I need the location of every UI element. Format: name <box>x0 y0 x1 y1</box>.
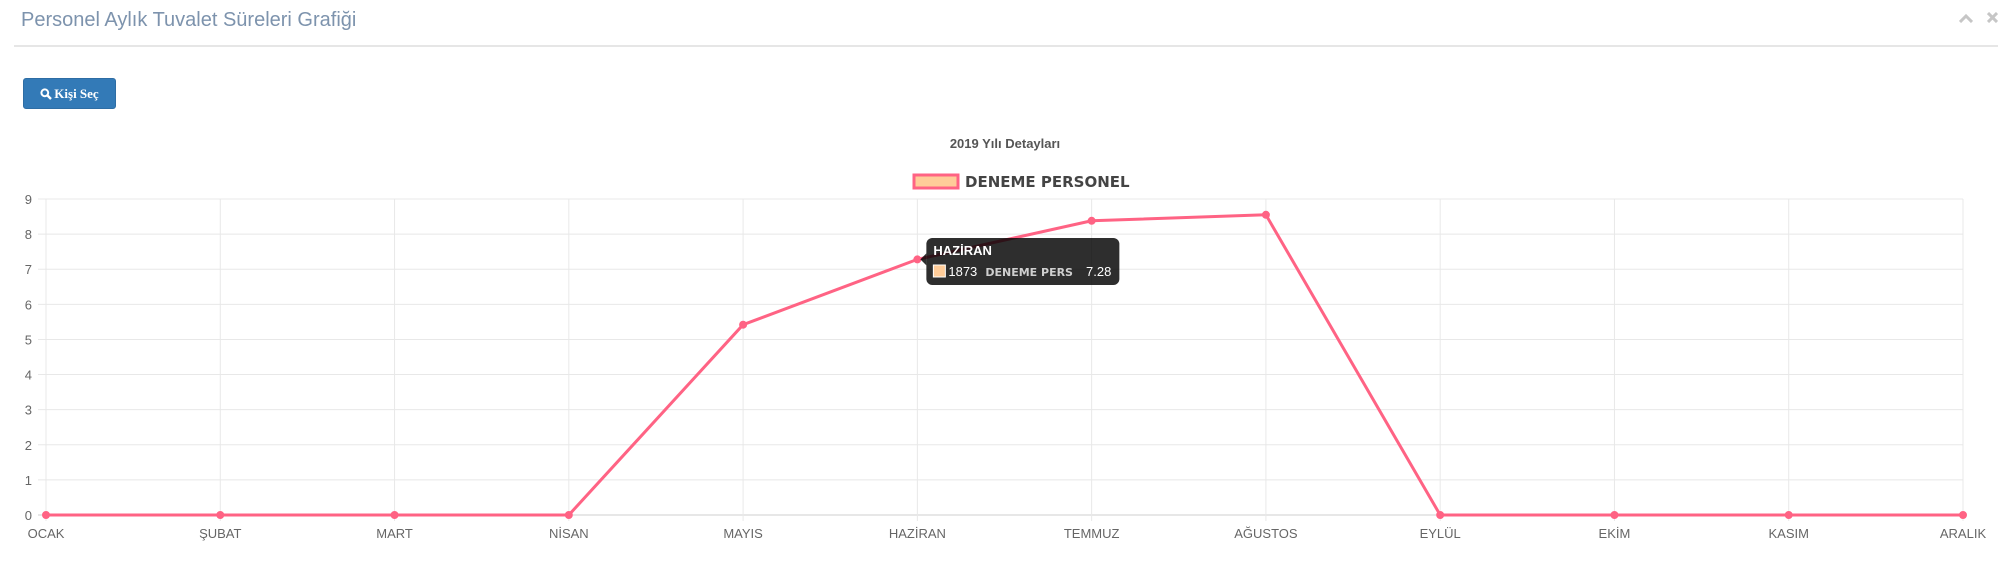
data-point <box>913 255 922 264</box>
select-person-label: Kişi Seç <box>54 85 99 101</box>
data-point <box>739 320 748 329</box>
data-point <box>1087 216 1096 225</box>
tooltip-title: HAZİRAN <box>933 243 992 258</box>
x-tick-label: TEMMUZ <box>1064 526 1120 541</box>
chevron-up-icon[interactable] <box>1958 10 1973 28</box>
search-icon <box>40 87 53 100</box>
legend-label: DENEME PERSONEL <box>965 173 1130 191</box>
tooltip-caret <box>920 253 927 266</box>
x-tick-label: NİSAN <box>549 526 589 541</box>
data-point <box>42 511 50 519</box>
panel-title: Personel Aylık Tuvalet Süreleri Grafiği <box>21 9 357 31</box>
chart-title: 2019 Yılı Detayları <box>950 136 1060 151</box>
data-point <box>1610 511 1619 519</box>
x-tick-label: EKİM <box>1599 526 1631 541</box>
tooltip-swatch <box>932 264 946 278</box>
panel-header: Personel Aylık Tuvalet Süreleri Grafiği <box>14 0 1999 47</box>
y-tick-label: 2 <box>25 438 32 453</box>
data-point <box>1436 511 1445 519</box>
panel-tools <box>1949 10 1999 28</box>
y-tick-label: 5 <box>25 332 32 347</box>
tooltip-id: 1873 <box>948 264 977 279</box>
data-point <box>564 511 573 519</box>
x-tick-label: HAZİRAN <box>889 526 946 541</box>
y-tick-label: 6 <box>25 297 32 312</box>
legend-swatch <box>912 173 960 190</box>
y-tick-label: 0 <box>25 508 32 523</box>
y-tick-label: 1 <box>25 473 32 488</box>
x-tick-label: ŞUBAT <box>199 526 241 541</box>
close-icon[interactable] <box>1986 10 1999 28</box>
x-tick-label: KASIM <box>1768 526 1808 541</box>
tooltip-box <box>926 238 1120 285</box>
x-tick-label: MAYIS <box>723 526 763 541</box>
select-person-button[interactable]: Kişi Seç <box>23 78 116 109</box>
y-tick-label: 7 <box>25 262 32 277</box>
y-tick-label: 3 <box>25 403 32 418</box>
data-point <box>1261 210 1270 219</box>
x-tick-label: ARALIK <box>1940 526 1987 541</box>
x-tick-label: OCAK <box>28 526 65 541</box>
x-tick-label: AĞUSTOS <box>1234 526 1298 541</box>
data-point <box>1784 511 1793 519</box>
tooltip-series-label: DENEME PERS <box>985 266 1073 279</box>
y-tick-label: 4 <box>25 368 32 383</box>
data-point <box>390 511 399 519</box>
tooltip-value: 7.28 <box>1086 264 1111 279</box>
data-point <box>216 511 225 519</box>
y-tick-label: 8 <box>25 227 32 242</box>
x-tick-label: EYLÜL <box>1420 526 1461 541</box>
x-tick-label: MART <box>376 526 413 541</box>
y-tick-label: 9 <box>25 192 32 207</box>
data-point <box>1959 511 1967 519</box>
